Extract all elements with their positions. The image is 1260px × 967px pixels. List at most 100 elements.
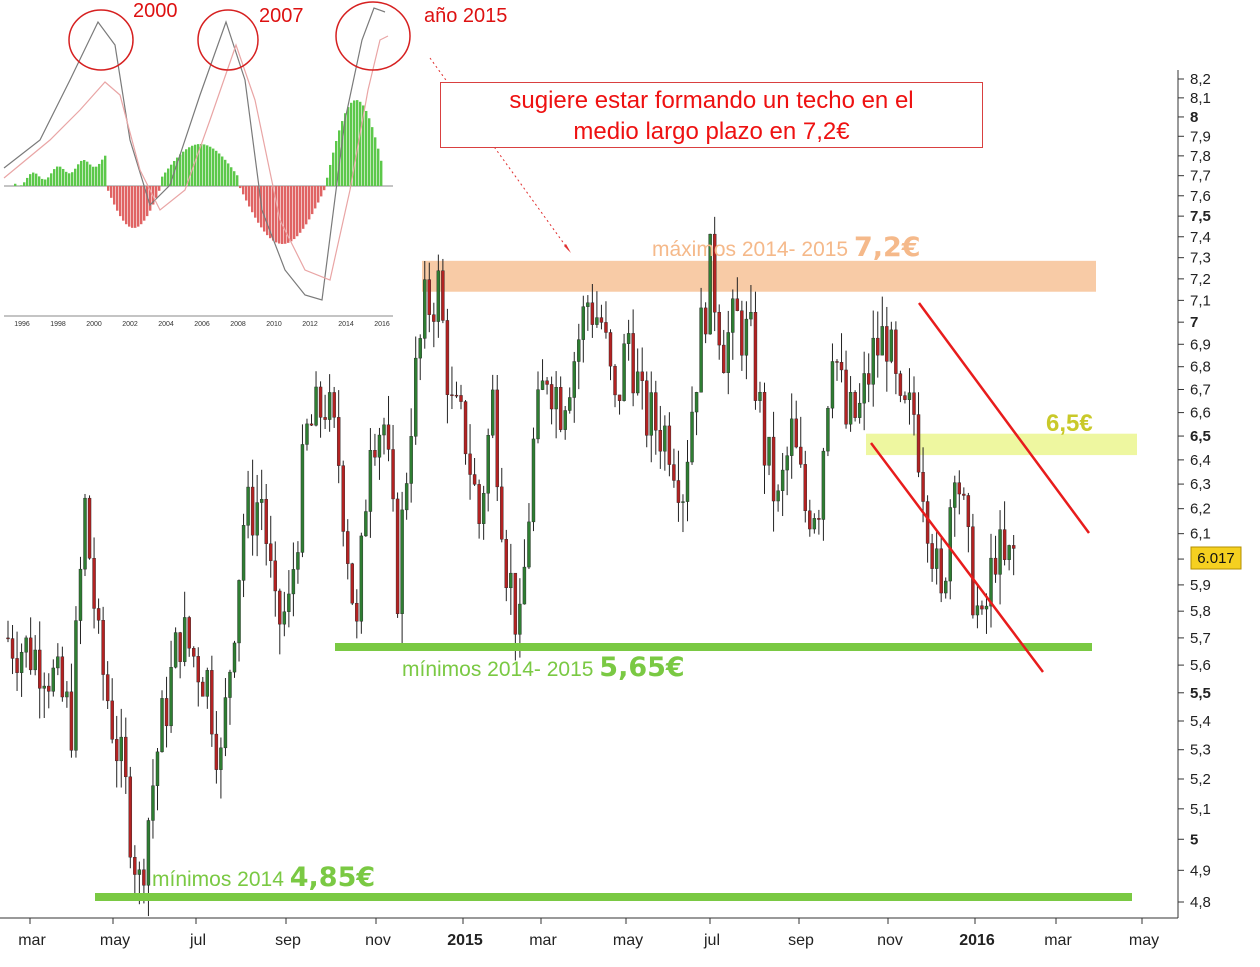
inset-histogram-bar xyxy=(161,176,164,186)
candle-body xyxy=(219,747,223,770)
candle-body xyxy=(418,338,422,359)
y-tick-label: 7,2 xyxy=(1190,271,1211,288)
inset-histogram-bar xyxy=(230,167,233,186)
candle-body xyxy=(24,637,28,653)
candle-body xyxy=(509,572,513,589)
candle-body xyxy=(527,521,531,568)
inset-histogram-bar xyxy=(149,186,152,211)
inset-histogram-bar xyxy=(245,186,248,201)
candle-body xyxy=(187,617,191,649)
candle-body xyxy=(241,525,246,581)
inset-histogram-bar xyxy=(77,164,80,186)
inset-histogram-bar xyxy=(281,186,284,244)
y-tick-label: 4,9 xyxy=(1190,862,1211,879)
candle-body xyxy=(151,785,155,821)
inset-x-tick-label: 2010 xyxy=(266,321,282,328)
candle-body xyxy=(137,869,142,875)
inset-histogram-bar xyxy=(263,186,266,232)
candle-body xyxy=(10,638,15,659)
inset-histogram-bar xyxy=(191,145,194,186)
candle-body xyxy=(984,605,989,610)
inset-histogram-bar xyxy=(347,107,350,186)
candle-body xyxy=(105,674,110,702)
inset-histogram-bar xyxy=(365,110,368,186)
candle-body xyxy=(934,548,939,569)
y-tick-label: 8,1 xyxy=(1190,90,1211,107)
inset-histogram-bar xyxy=(215,150,218,186)
candle-body xyxy=(853,392,857,418)
inset-histogram-bar xyxy=(74,168,77,186)
candle-body xyxy=(182,617,187,662)
inset-histogram-bar xyxy=(341,121,344,186)
candle-body xyxy=(74,620,78,751)
candle-body xyxy=(436,270,441,322)
inset-macd-chart: 1996 1998 2000 2002 2004 2006 2008 2010 2012 2014… xyxy=(0,0,571,328)
candle-body xyxy=(332,392,336,418)
candle-body xyxy=(876,337,880,356)
candle-body xyxy=(287,593,291,612)
candle-body xyxy=(65,691,69,698)
candle-body xyxy=(196,656,200,683)
candle-body xyxy=(409,436,413,484)
y-tick-label: 7,5 xyxy=(1190,208,1211,225)
inset-histogram-bar xyxy=(182,151,185,186)
inset-histogram-bar xyxy=(134,186,137,228)
inset-histogram-bar xyxy=(101,159,104,186)
y-tick-label: 5,3 xyxy=(1190,742,1211,759)
y-tick-label: 5,1 xyxy=(1190,801,1211,818)
annotation-lines xyxy=(95,302,1132,901)
x-tick-label: mar xyxy=(529,932,557,949)
candle-body xyxy=(690,411,694,463)
inset-histogram-bar xyxy=(332,152,335,186)
candle-body xyxy=(577,339,581,362)
candle-body xyxy=(128,776,133,858)
inset-macd-line xyxy=(3,7,386,301)
candle-body xyxy=(663,425,667,452)
inset-histogram-bar xyxy=(47,177,50,186)
inset-histogram-bar xyxy=(116,186,119,211)
candle-body xyxy=(273,560,277,592)
comment-line-2: medio largo plazo en 7,2€ xyxy=(573,118,850,145)
candle-body xyxy=(101,620,105,675)
candle-body xyxy=(812,518,817,530)
candle-body xyxy=(889,329,894,362)
y-tick-label: 8 xyxy=(1190,109,1198,126)
x-axis: mar may jul sep nov 2015 mar may jul sep nov 2016 ma… xyxy=(18,918,1159,949)
inset-histogram-bar xyxy=(377,148,380,186)
candle-body xyxy=(599,317,604,323)
candle-body xyxy=(504,539,508,589)
candle-body xyxy=(635,371,640,394)
candle-body xyxy=(708,233,712,335)
candle-body xyxy=(726,332,730,373)
inset-histogram-bar xyxy=(137,186,140,227)
candle-body xyxy=(445,320,450,395)
inset-histogram-bar xyxy=(179,154,182,186)
candle-body xyxy=(1007,545,1011,560)
inset-histogram-bar xyxy=(305,186,308,225)
candle-body xyxy=(835,361,839,363)
max-label-group: máximos 2014- 2015 7,2€ xyxy=(652,232,921,263)
y-tick-label: 6,4 xyxy=(1190,452,1211,469)
inset-histogram-bar xyxy=(308,186,311,220)
y-tick-label: 6,2 xyxy=(1190,501,1211,518)
candle-body xyxy=(404,483,409,511)
candle-body xyxy=(124,736,128,778)
candle-body xyxy=(731,298,735,333)
inset-histogram-bar xyxy=(317,186,320,203)
candle-body xyxy=(518,603,522,635)
candle-body xyxy=(350,563,354,604)
candle-body xyxy=(608,332,613,367)
inset-histogram-bar xyxy=(302,186,305,229)
x-tick-label: 2015 xyxy=(447,932,483,949)
inset-histogram-bar xyxy=(212,148,215,186)
inset-x-tick-label: 1996 xyxy=(14,321,30,328)
inset-histogram-bar xyxy=(104,155,107,186)
candle-body xyxy=(450,394,454,396)
candle-body xyxy=(1002,529,1007,560)
candle-body xyxy=(146,820,151,886)
candle-body xyxy=(685,461,690,502)
inset-histogram-bar xyxy=(188,147,191,186)
candle-body xyxy=(47,685,51,692)
candle-body xyxy=(817,518,821,520)
candle-body xyxy=(278,590,282,625)
